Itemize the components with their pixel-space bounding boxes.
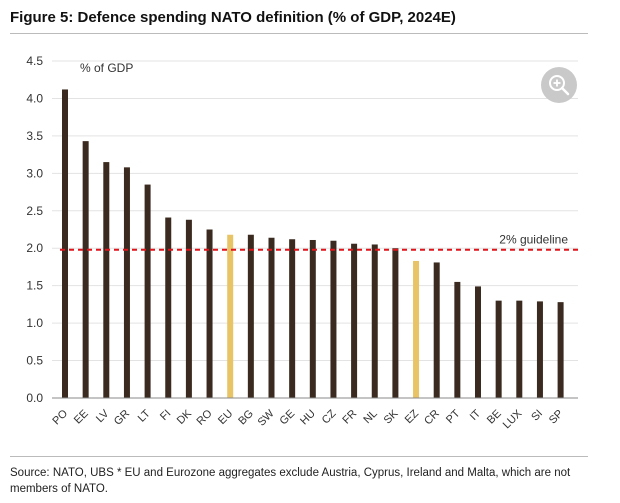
bar-ez (413, 260, 420, 398)
x-tick-label: LUX (501, 407, 525, 431)
bar-it (475, 286, 481, 398)
bar-dk (185, 219, 192, 398)
y-tick-label: 3.0 (26, 166, 43, 180)
bar-ee (82, 141, 89, 398)
x-tick-label: EE (72, 408, 91, 427)
y-tick-label: 3.5 (26, 129, 43, 143)
bar-bg (247, 234, 254, 398)
y-tick-label: 2.5 (26, 204, 43, 218)
guideline-label: 2% guideline (499, 233, 568, 247)
x-tick-label: LT (136, 407, 153, 424)
bar-nl (371, 244, 378, 398)
x-tick-label: SI (529, 408, 545, 424)
bar-lux (516, 300, 523, 398)
x-tick-label: PO (50, 407, 70, 427)
y-tick-label: 4.0 (26, 91, 43, 105)
bar-sw (268, 237, 275, 398)
x-tick-label: RO (195, 407, 215, 427)
bar-sk (392, 248, 399, 398)
bar-cr (433, 262, 440, 398)
bar-ge (289, 239, 296, 398)
bar-hu (309, 239, 316, 398)
bar-pt (454, 281, 461, 398)
x-tick-label: DK (175, 407, 195, 427)
bar-cz (330, 240, 337, 398)
bar-si (536, 301, 543, 398)
x-tick-label: LV (94, 407, 112, 425)
bar-eu (227, 234, 234, 398)
y-tick-label: 0.5 (26, 354, 43, 368)
zoom-button[interactable] (541, 67, 577, 103)
bar-sp (557, 302, 564, 398)
bar-ro (206, 229, 213, 398)
zoom-in-icon (549, 75, 570, 96)
x-tick-label: NL (361, 408, 379, 426)
bar-fi (165, 217, 172, 398)
x-tick-label: SP (547, 408, 566, 427)
bar-gr (123, 167, 130, 398)
x-tick-label: FR (340, 408, 359, 427)
x-tick-label: CZ (320, 407, 339, 426)
y-tick-label: 0.0 (26, 391, 43, 405)
bar-lt (144, 184, 151, 398)
x-tick-label: IT (468, 407, 484, 423)
x-tick-label: HU (298, 408, 318, 428)
source-note: Source: NATO, UBS * EU and Eurozone aggr… (10, 467, 571, 495)
x-tick-label: EZ (403, 407, 422, 426)
y-axis-label: % of GDP (80, 61, 133, 75)
y-tick-label: 1.0 (26, 316, 43, 330)
bar-chart: 0.0 0.5 1.0 1.5 2.0 2.5 3.0 3.5 4.0 4.5 % of GDP PO… (26, 54, 578, 431)
x-tick-label: CR (422, 408, 442, 428)
x-tick-label: PT (444, 407, 463, 426)
bar-lv (103, 162, 110, 398)
x-tick-label: EU (216, 408, 235, 427)
bar-fr (351, 243, 358, 398)
x-tick-label: GE (278, 408, 298, 428)
y-tick-label: 1.5 (26, 279, 43, 293)
x-tick-label: GR (112, 408, 132, 428)
title-divider (10, 33, 588, 34)
x-tick-label: SK (382, 407, 401, 426)
y-tick-label: 2.0 (26, 241, 43, 255)
y-tick-label: 4.5 (26, 54, 43, 68)
x-tick-label: FI (158, 408, 173, 423)
footer-divider (10, 456, 588, 457)
x-tick-label: BG (236, 408, 256, 428)
bar-po (62, 89, 68, 399)
bar-be (495, 300, 502, 398)
chart-title: Figure 5: Defence spending NATO definiti… (10, 9, 456, 26)
x-tick-label: SW (256, 407, 277, 428)
